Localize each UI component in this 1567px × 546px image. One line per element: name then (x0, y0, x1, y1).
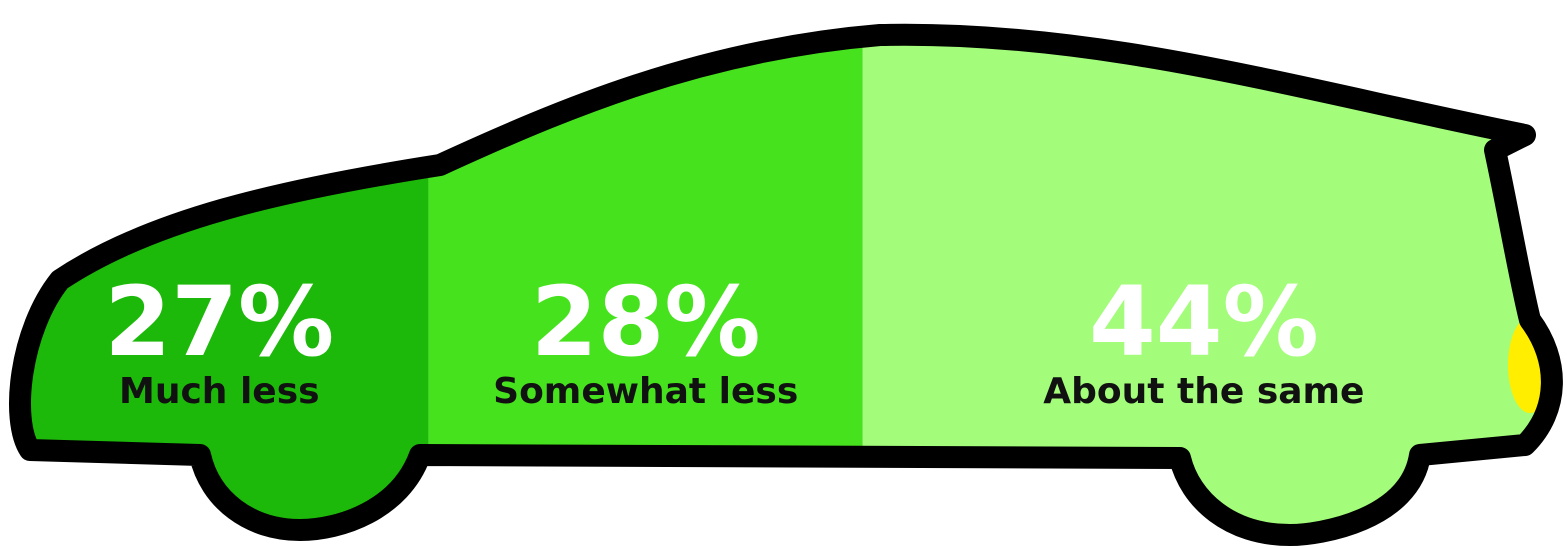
category-label: Somewhat less (493, 371, 798, 412)
category-label: About the same (1043, 371, 1364, 412)
labels: 27%Much less 28%Somewhat less 44%About the… (104, 266, 1364, 412)
value-label: 44% (1089, 266, 1319, 378)
value-label: 28% (531, 266, 761, 378)
car-outline (9, 23, 1563, 546)
category-label: Much less (119, 371, 320, 412)
value-label: 27% (104, 266, 334, 378)
